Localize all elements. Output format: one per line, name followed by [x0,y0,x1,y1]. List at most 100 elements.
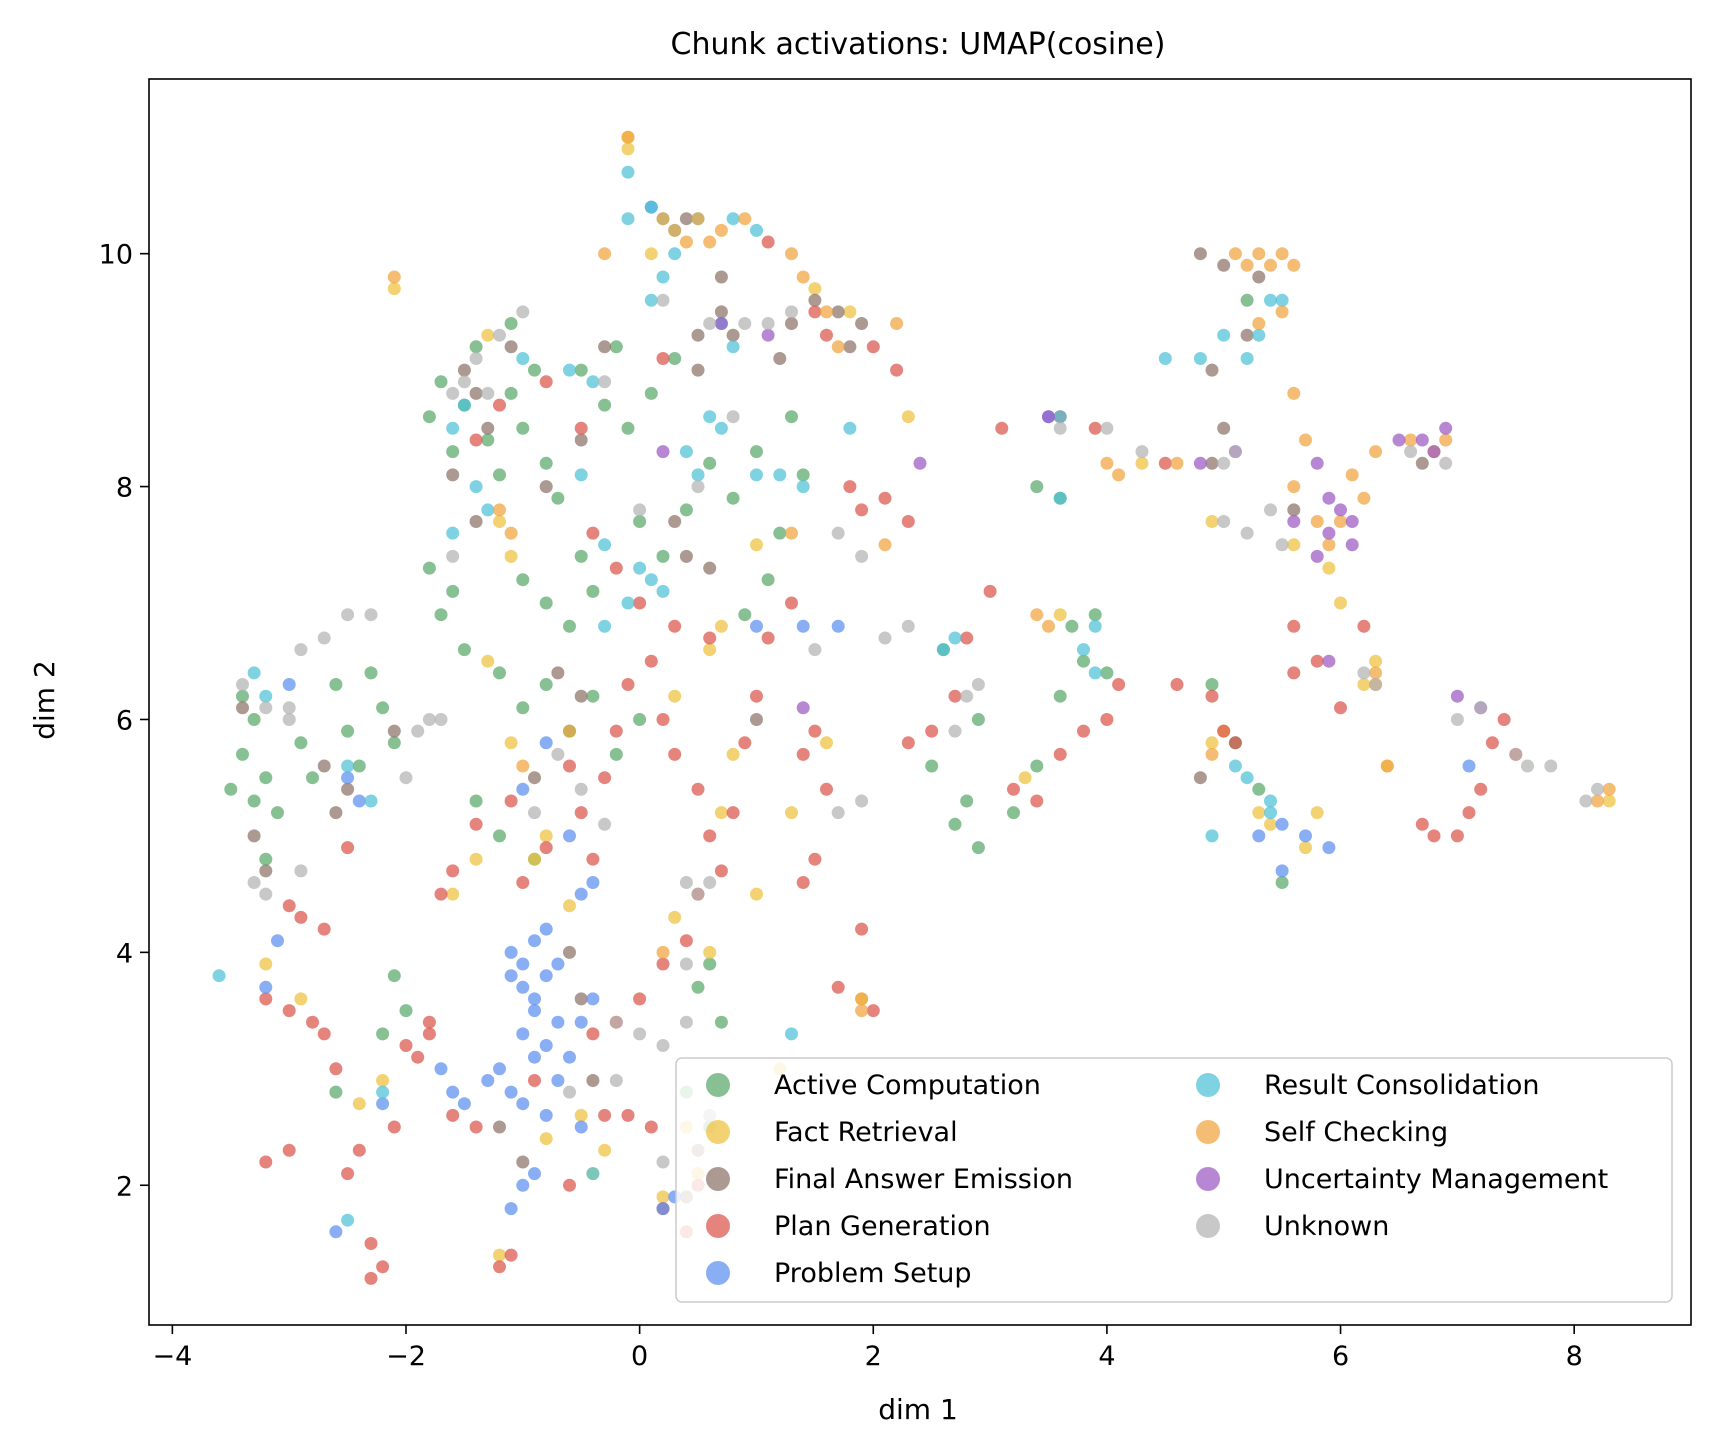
point-series-1 [714,619,728,633]
point-series-5 [586,375,600,389]
point-series-3 [1100,713,1114,726]
point-series-0 [493,829,506,843]
point-series-6 [1287,480,1301,494]
point-series-1 [621,142,635,156]
point-series-3 [855,922,869,936]
point-series-0 [703,456,717,470]
point-series-2 [1287,503,1301,517]
point-series-0 [925,759,939,773]
point-series-0 [504,386,518,400]
point-series-4 [376,1097,390,1111]
point-series-5 [1264,806,1277,820]
point-series-5 [1053,491,1067,505]
point-series-2 [539,480,553,494]
point-series-2 [679,549,693,563]
point-series-7 [913,456,927,470]
point-series-0 [750,445,763,459]
point-series-0 [469,794,483,808]
point-series-1 [1018,771,1032,785]
point-series-0 [422,410,436,424]
point-series-3 [259,992,273,1006]
point-series-1 [528,852,541,866]
point-series-2 [726,328,740,342]
point-series-2 [668,515,682,528]
legend-label: Uncertainty Management [1264,1164,1608,1195]
point-series-3 [399,1039,413,1052]
point-series-8 [855,549,869,563]
point-series-5 [656,270,670,284]
point-series-3 [983,584,997,598]
point-series-8 [493,328,506,342]
point-series-8 [411,724,425,738]
point-series-3 [1497,713,1511,726]
point-series-0 [387,736,401,750]
point-series-3 [738,736,752,750]
point-series-8 [1228,445,1242,459]
point-series-2 [236,701,249,715]
point-series-3 [1228,736,1242,750]
point-series-3 [1450,829,1464,843]
point-series-6 [738,212,752,226]
point-series-4 [493,1062,506,1076]
point-series-6 [679,235,693,249]
point-series-6 [1369,445,1383,459]
point-series-4 [516,1027,530,1041]
point-series-8 [1474,701,1488,715]
point-series-0 [341,724,355,738]
point-series-3 [948,689,962,703]
point-series-8 [761,317,775,330]
legend-label: Final Answer Emission [774,1164,1073,1195]
point-series-2 [703,561,717,575]
point-series-1 [668,689,682,703]
point-series-5 [644,573,658,587]
point-series-8 [574,782,588,796]
point-series-1 [1264,817,1277,831]
point-series-1 [750,887,763,901]
point-series-0 [259,852,273,866]
point-series-0 [457,643,471,657]
point-series-8 [516,305,530,319]
point-series-2 [574,433,588,447]
point-series-0 [971,841,985,855]
legend-marker [1196,1214,1220,1238]
point-series-3 [750,689,763,703]
point-series-0 [1100,666,1114,680]
point-series-0 [551,491,565,505]
point-series-0 [516,701,530,715]
point-series-1 [574,1108,588,1122]
point-series-6 [1170,456,1184,470]
point-series-6 [1228,247,1242,261]
point-series-0 [434,608,448,622]
point-series-3 [1310,654,1324,668]
point-series-2 [259,864,273,878]
point-series-8 [656,293,670,307]
point-series-1 [703,945,717,959]
point-series-8 [259,701,273,715]
point-series-6 [563,724,576,738]
point-series-4 [516,1178,530,1192]
x-tick-label: 8 [1566,1341,1583,1372]
point-series-0 [469,340,483,354]
point-series-3 [493,398,506,412]
point-series-5 [773,468,787,482]
point-series-0 [539,596,553,610]
point-series-3 [528,1074,541,1087]
point-series-5 [1088,666,1102,680]
point-series-8 [633,503,647,517]
point-series-2 [469,515,483,528]
point-series-3 [1485,736,1499,750]
point-series-3 [855,503,869,517]
point-series-0 [516,421,530,435]
point-series-1 [1287,538,1301,552]
x-tick-label: −2 [386,1341,426,1372]
point-series-6 [831,340,845,354]
point-series-4 [656,1202,670,1216]
point-series-3 [1415,817,1429,831]
point-series-8 [960,689,974,703]
point-series-4 [528,1004,541,1018]
point-series-1 [1310,806,1324,820]
point-series-3 [656,957,670,971]
point-series-3 [890,363,904,377]
point-series-6 [1264,258,1277,272]
point-series-2 [446,468,460,482]
